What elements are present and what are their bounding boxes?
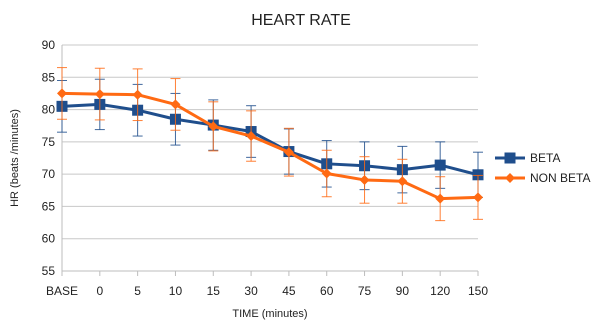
legend: BETA NON BETA	[495, 151, 590, 185]
x-tick-label: 0	[96, 284, 103, 298]
legend-label: BETA	[530, 151, 560, 165]
data-point	[132, 89, 143, 100]
data-point	[397, 176, 408, 187]
chart-title: HEART RATE	[251, 12, 351, 29]
y-tick-label: 60	[42, 232, 56, 246]
x-tick-label: BASE	[46, 284, 78, 298]
x-tick-label: 30	[244, 284, 258, 298]
y-tick-label: 75	[42, 135, 56, 149]
x-tick-label: 10	[169, 284, 183, 298]
y-tick-label: 65	[42, 199, 56, 213]
series-beta	[56, 78, 484, 198]
y-tick-label: 80	[42, 103, 56, 117]
x-tick-label: 45	[282, 284, 296, 298]
x-tick-label: 5	[134, 284, 141, 298]
x-axis-ticks: BASE 0 5 10 15 30 45 60 75 90 120 150	[46, 271, 488, 298]
data-point	[246, 131, 257, 142]
data-point	[283, 147, 294, 158]
data-point	[472, 169, 484, 181]
data-point	[321, 168, 332, 179]
series-non-beta	[57, 67, 483, 222]
x-tick-label: 75	[358, 284, 372, 298]
y-axis-label: HR (beats /minutes)	[9, 109, 21, 207]
data-point	[57, 88, 67, 99]
x-axis-label: TIME (minutes)	[232, 308, 307, 320]
legend-item-beta: BETA	[495, 151, 560, 165]
series-layer	[56, 67, 484, 222]
series-line-non-beta	[61, 91, 479, 201]
x-tick-label: 120	[430, 284, 450, 298]
x-tick-label: 15	[207, 284, 221, 298]
y-axis-ticks: 55 60 65 70 75 80 85 90	[42, 38, 56, 278]
x-tick-label: 90	[396, 284, 410, 298]
x-tick-label: 150	[468, 284, 488, 298]
data-point	[435, 193, 446, 204]
data-point	[170, 99, 181, 110]
y-tick-label: 70	[42, 167, 56, 181]
legend-marker	[505, 173, 515, 183]
data-point	[359, 174, 370, 185]
data-point	[434, 159, 446, 171]
y-tick-label: 85	[42, 70, 56, 84]
data-point	[473, 192, 483, 203]
legend-marker	[504, 152, 516, 164]
data-point	[208, 121, 219, 132]
data-point	[94, 89, 105, 100]
series-line-beta	[61, 102, 479, 177]
y-tick-label: 55	[42, 264, 56, 278]
x-tick-label: 60	[320, 284, 334, 298]
legend-label: NON BETA	[530, 171, 590, 185]
legend-item-non-beta: NON BETA	[495, 171, 590, 185]
y-tick-label: 90	[42, 38, 56, 52]
